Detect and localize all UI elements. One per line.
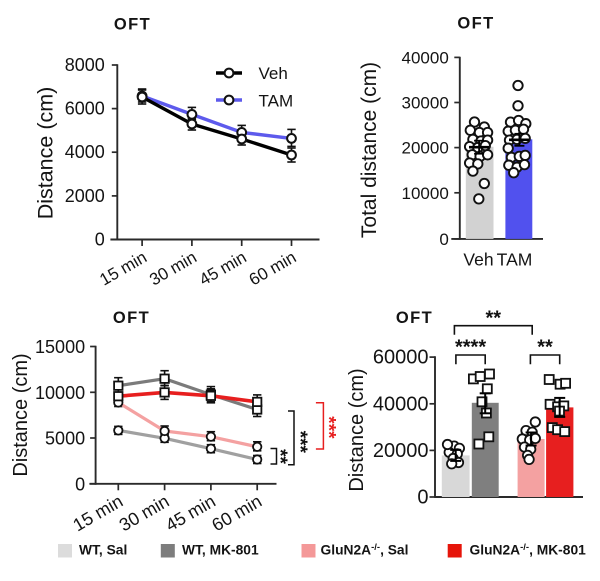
svg-text:Total distance (cm): Total distance (cm) xyxy=(358,62,381,238)
svg-text:10000: 10000 xyxy=(402,184,449,203)
svg-text:6000: 6000 xyxy=(65,99,105,119)
svg-text:TAM: TAM xyxy=(259,92,294,111)
svg-text:***: *** xyxy=(318,416,339,439)
svg-text:0: 0 xyxy=(95,230,105,250)
svg-text:15000: 15000 xyxy=(35,337,85,357)
svg-text:WT, MK-801: WT, MK-801 xyxy=(182,543,259,558)
svg-text:Distance (cm): Distance (cm) xyxy=(10,353,32,476)
svg-text:30000: 30000 xyxy=(402,94,449,113)
svg-text:OFT: OFT xyxy=(114,16,151,34)
svg-text:OFT: OFT xyxy=(396,309,433,327)
svg-text:**: ** xyxy=(486,308,502,330)
svg-text:Distance (cm): Distance (cm) xyxy=(346,368,368,491)
svg-text:20000: 20000 xyxy=(373,440,429,462)
svg-text:10000: 10000 xyxy=(35,383,85,403)
svg-text:5000: 5000 xyxy=(45,429,85,449)
svg-text:0: 0 xyxy=(75,474,85,494)
svg-text:Veh: Veh xyxy=(463,250,493,270)
svg-text:**: ** xyxy=(537,337,553,359)
svg-text:Distance (cm): Distance (cm) xyxy=(34,87,58,220)
svg-text:OFT: OFT xyxy=(113,309,150,327)
svg-text:***: *** xyxy=(289,431,310,454)
svg-text:GluN2A-/-, Sal: GluN2A-/-, Sal xyxy=(321,542,409,558)
svg-text:0: 0 xyxy=(439,230,448,249)
svg-text:GluN2A-/-, MK-801: GluN2A-/-, MK-801 xyxy=(470,542,587,558)
svg-text:****: **** xyxy=(455,337,486,359)
svg-text:TAM: TAM xyxy=(497,250,533,270)
svg-text:40000: 40000 xyxy=(402,48,449,67)
svg-text:4000: 4000 xyxy=(65,142,105,162)
svg-text:0: 0 xyxy=(417,487,428,509)
svg-text:2000: 2000 xyxy=(65,186,105,206)
svg-text:WT, Sal: WT, Sal xyxy=(79,543,127,558)
svg-text:Veh: Veh xyxy=(259,64,288,83)
svg-text:**: ** xyxy=(269,449,290,464)
svg-text:OFT: OFT xyxy=(457,15,494,33)
svg-text:8000: 8000 xyxy=(65,55,105,75)
svg-text:20000: 20000 xyxy=(402,139,449,158)
svg-text:60000: 60000 xyxy=(373,347,429,369)
svg-text:40000: 40000 xyxy=(373,393,429,415)
